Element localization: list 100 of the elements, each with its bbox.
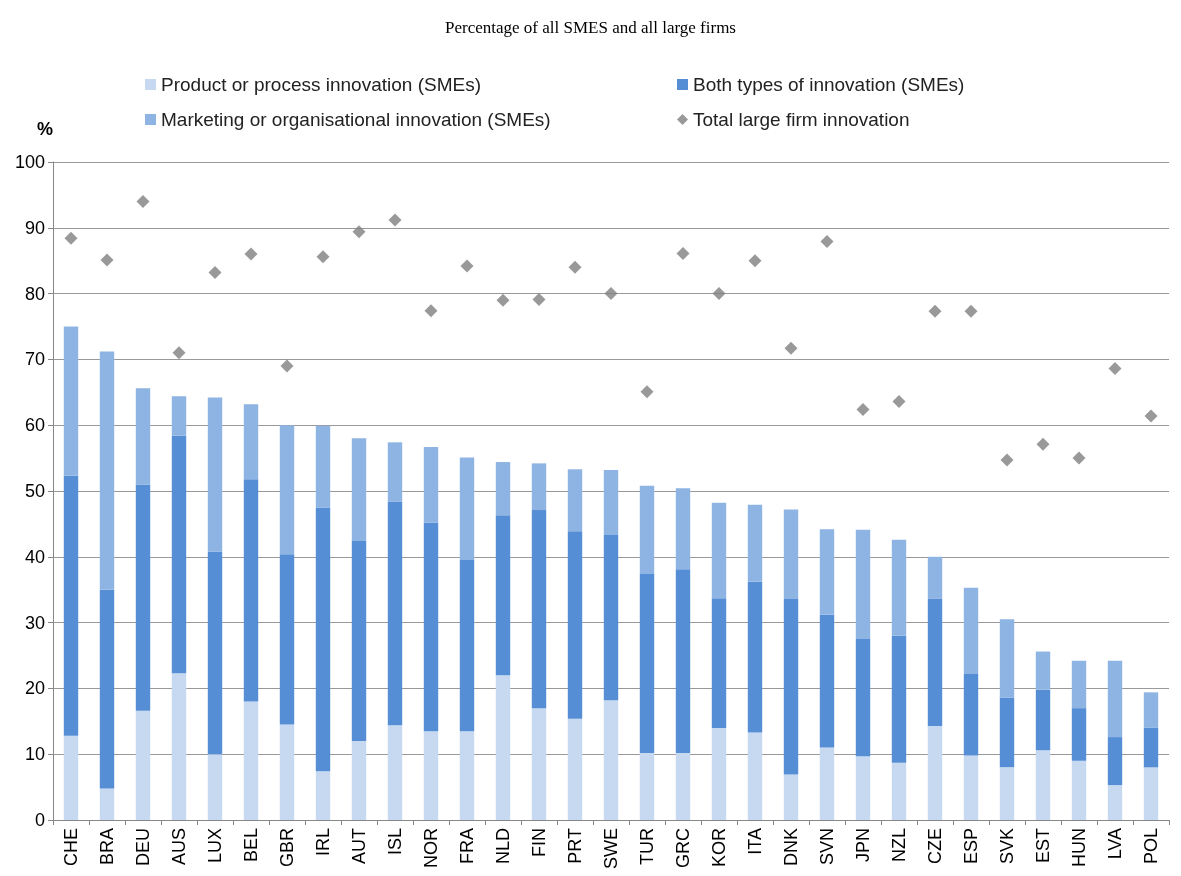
bar xyxy=(1143,727,1159,768)
bar xyxy=(1071,660,1087,709)
bar xyxy=(819,747,835,820)
point xyxy=(928,304,942,318)
bar xyxy=(99,351,115,590)
x-tick-label: IRL xyxy=(313,828,333,857)
bar xyxy=(63,326,79,476)
point xyxy=(676,246,690,260)
bar xyxy=(747,581,763,733)
bar xyxy=(531,510,547,709)
x-tick-label: SVN xyxy=(817,828,837,866)
x-tick-label: BEL xyxy=(241,828,261,863)
bar xyxy=(423,446,439,523)
y-tick-label: 50 xyxy=(24,481,45,501)
bar xyxy=(1107,660,1123,738)
legend-label: Both types of innovation (SMEs) xyxy=(693,74,965,95)
x-tick-label: JPN xyxy=(853,828,873,863)
bar xyxy=(207,754,223,820)
legend-label: Product or process innovation (SMEs) xyxy=(161,74,481,95)
bar xyxy=(1143,767,1159,820)
point xyxy=(136,194,150,208)
bar xyxy=(783,598,799,775)
y-tick-label: 80 xyxy=(24,283,45,304)
x-tick-label: ITA xyxy=(745,828,765,855)
bar xyxy=(711,502,727,599)
x-tick-label: LVA xyxy=(1105,828,1125,860)
x-tick-label: KOR xyxy=(709,828,729,868)
bar xyxy=(783,774,799,820)
chart-title: Percentage of all SMES and all large firms xyxy=(445,18,736,37)
point xyxy=(352,225,366,239)
x-tick-label: NLD xyxy=(493,828,513,865)
y-tick-label: 20 xyxy=(24,678,45,699)
bar xyxy=(171,673,187,820)
point xyxy=(784,341,798,355)
bar xyxy=(99,788,115,820)
x-tick-label: EST xyxy=(1033,828,1053,864)
bar xyxy=(747,732,763,820)
bar xyxy=(171,396,187,436)
bar xyxy=(1107,737,1123,786)
bar xyxy=(315,425,331,508)
x-tick-label: SWE xyxy=(601,828,621,870)
y-tick-label: 10 xyxy=(24,744,45,765)
bar xyxy=(1035,750,1051,820)
bar xyxy=(315,771,331,820)
point xyxy=(568,260,582,274)
bar xyxy=(567,469,583,532)
y-tick-label: 100 xyxy=(14,152,45,172)
point xyxy=(856,402,870,416)
bar xyxy=(351,438,367,542)
bar xyxy=(783,509,799,599)
point xyxy=(280,359,294,373)
point xyxy=(1072,451,1086,465)
bar xyxy=(891,635,907,763)
bar xyxy=(495,462,511,516)
bar xyxy=(207,551,223,755)
point xyxy=(1144,409,1158,423)
bar xyxy=(1035,651,1051,690)
bar xyxy=(279,425,295,555)
bar xyxy=(603,700,619,820)
x-tick-label: ISL xyxy=(385,828,405,856)
point xyxy=(496,293,510,307)
bar xyxy=(459,457,475,561)
bar xyxy=(207,397,223,552)
bar xyxy=(927,556,943,599)
x-tick-label: AUS xyxy=(169,828,189,866)
point xyxy=(748,254,762,268)
legend-label: Marketing or organisational innovation (SMEs) xyxy=(161,109,551,130)
bar xyxy=(279,554,295,725)
bar xyxy=(675,569,691,753)
bar xyxy=(891,762,907,820)
bar xyxy=(999,767,1015,820)
bar xyxy=(711,727,727,820)
bar xyxy=(387,442,403,502)
bar xyxy=(999,619,1015,698)
y-tick-label: 40 xyxy=(24,546,45,567)
bar xyxy=(351,541,367,742)
bar xyxy=(855,639,871,757)
bar xyxy=(891,539,907,636)
point xyxy=(532,293,546,307)
y-axis-title: % xyxy=(36,119,53,139)
bar xyxy=(531,708,547,820)
bar xyxy=(567,718,583,820)
bar xyxy=(135,484,151,711)
bar xyxy=(963,755,979,820)
bar xyxy=(387,725,403,820)
bar xyxy=(423,731,439,820)
point xyxy=(1108,362,1122,376)
x-tick-label: GBR xyxy=(277,828,297,868)
bar xyxy=(63,735,79,820)
bar xyxy=(1071,708,1087,761)
y-tick-label: 0 xyxy=(34,810,45,830)
bar xyxy=(711,598,727,728)
bar xyxy=(927,725,943,820)
bar xyxy=(1035,689,1051,751)
bar xyxy=(963,587,979,674)
bar xyxy=(855,756,871,820)
bar xyxy=(495,675,511,820)
bar xyxy=(243,404,259,480)
bar xyxy=(639,752,655,820)
point xyxy=(424,304,438,318)
